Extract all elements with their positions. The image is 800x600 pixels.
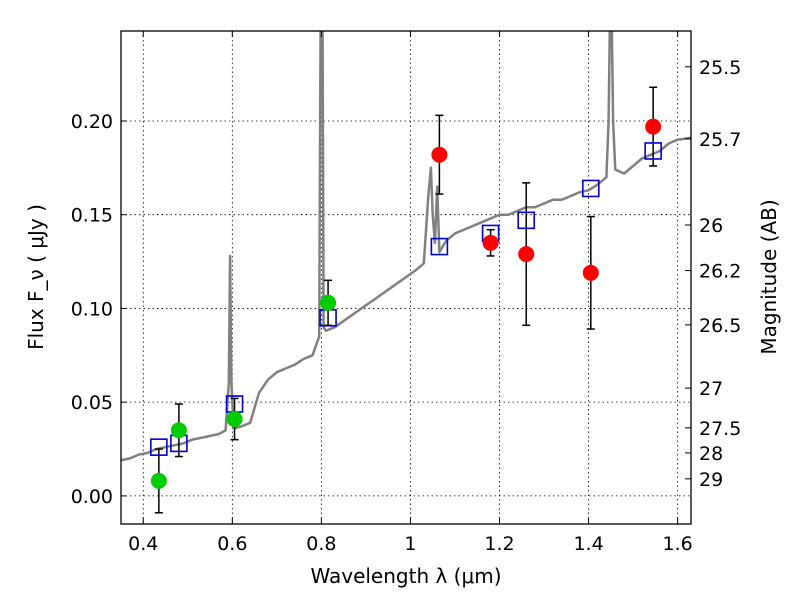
y-tick-label: 0.00 xyxy=(71,486,113,508)
model-photometry-square xyxy=(517,211,536,230)
mag-tick-label: 26.2 xyxy=(699,261,741,283)
grid xyxy=(121,31,691,524)
nir-data-point xyxy=(582,264,599,281)
y-tick-label: 0.20 xyxy=(71,111,113,133)
mag-tick-label: 26 xyxy=(699,215,723,237)
x-tick-label: 1.2 xyxy=(484,533,514,555)
x-tick-label: 0.6 xyxy=(217,533,247,555)
x-tick-label: 1.4 xyxy=(573,533,603,555)
optical-data-point xyxy=(226,411,243,428)
x-tick-label: 1.6 xyxy=(663,533,693,555)
plot-frame xyxy=(120,30,692,525)
mag-tick-label: 27 xyxy=(699,378,723,400)
nir-data-point xyxy=(645,118,662,135)
x-tick-label: 1 xyxy=(404,533,416,555)
model-photometry-square xyxy=(644,142,662,160)
nir-data-point xyxy=(431,146,448,163)
model-photometry-square xyxy=(582,179,600,198)
mag-tick-label: 26.5 xyxy=(699,315,741,337)
x-axis-label: Wavelength λ (μm) xyxy=(310,564,501,588)
mag-tick-label: 25.7 xyxy=(699,129,741,151)
mag-tick-label: 25.5 xyxy=(699,57,741,79)
ticks: 0.4 0.6 0.8 1 1.2 1.4 1.6 0.00 0.05 0.10 0.15 0.20 2… xyxy=(71,31,741,555)
x-tick-label: 0.8 xyxy=(306,533,336,555)
spectrum-line xyxy=(121,31,691,462)
nir-data-point xyxy=(518,246,535,263)
mag-tick-label: 29 xyxy=(699,469,723,491)
y-tick-label: 0.05 xyxy=(71,392,113,414)
nir-data-point xyxy=(482,234,499,251)
mag-tick-label: 28 xyxy=(699,443,723,465)
optical-data-point xyxy=(150,472,167,489)
y-axis-label-left: Flux F_ν ( μJy ) xyxy=(24,204,48,350)
y-tick-label: 0.15 xyxy=(71,205,113,227)
y-tick-label: 0.10 xyxy=(71,298,113,320)
x-tick-label: 0.4 xyxy=(128,533,158,555)
optical-data-point xyxy=(320,294,337,311)
markers xyxy=(150,86,662,514)
mag-tick-label: 27.5 xyxy=(699,418,741,440)
optical-data-point xyxy=(170,422,187,439)
model-photometry-square xyxy=(430,237,449,256)
y-axis-label-right: Magnitude (AB) xyxy=(757,199,781,354)
model-photometry-square xyxy=(150,438,168,456)
